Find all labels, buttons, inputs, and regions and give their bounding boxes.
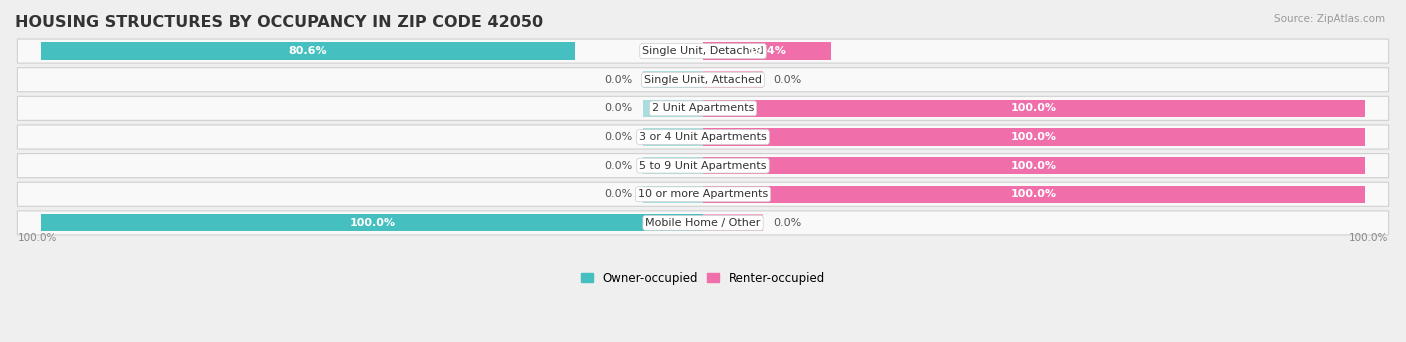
Legend: Owner-occupied, Renter-occupied: Owner-occupied, Renter-occupied: [576, 267, 830, 290]
Text: 100.0%: 100.0%: [1348, 233, 1388, 243]
Text: 100.0%: 100.0%: [1011, 103, 1057, 113]
Bar: [703, 186, 1365, 203]
Text: 2 Unit Apartments: 2 Unit Apartments: [652, 103, 754, 113]
FancyBboxPatch shape: [17, 182, 1389, 206]
FancyBboxPatch shape: [17, 39, 1389, 63]
Text: 100.0%: 100.0%: [1011, 161, 1057, 171]
Text: HOUSING STRUCTURES BY OCCUPANCY IN ZIP CODE 42050: HOUSING STRUCTURES BY OCCUPANCY IN ZIP C…: [15, 15, 543, 30]
Bar: [703, 214, 762, 232]
FancyBboxPatch shape: [17, 125, 1389, 149]
Text: 100.0%: 100.0%: [349, 218, 395, 228]
Text: 10 or more Apartments: 10 or more Apartments: [638, 189, 768, 199]
Bar: [41, 42, 575, 60]
Bar: [644, 71, 703, 88]
Text: 3 or 4 Unit Apartments: 3 or 4 Unit Apartments: [640, 132, 766, 142]
Bar: [703, 42, 831, 60]
Bar: [644, 100, 703, 117]
FancyBboxPatch shape: [17, 68, 1389, 92]
Text: 0.0%: 0.0%: [605, 75, 633, 85]
Text: 0.0%: 0.0%: [773, 75, 801, 85]
Text: 19.4%: 19.4%: [748, 46, 786, 56]
Text: 0.0%: 0.0%: [605, 132, 633, 142]
Text: 0.0%: 0.0%: [605, 189, 633, 199]
Text: 0.0%: 0.0%: [773, 218, 801, 228]
Bar: [644, 186, 703, 203]
Text: 100.0%: 100.0%: [1011, 132, 1057, 142]
Text: 0.0%: 0.0%: [605, 103, 633, 113]
FancyBboxPatch shape: [17, 154, 1389, 177]
Text: 100.0%: 100.0%: [18, 233, 58, 243]
Bar: [644, 128, 703, 146]
Text: Source: ZipAtlas.com: Source: ZipAtlas.com: [1274, 14, 1385, 24]
Text: Single Unit, Attached: Single Unit, Attached: [644, 75, 762, 85]
Bar: [644, 157, 703, 174]
Text: 100.0%: 100.0%: [1011, 189, 1057, 199]
Bar: [703, 100, 1365, 117]
Bar: [41, 214, 703, 232]
Text: Single Unit, Detached: Single Unit, Detached: [643, 46, 763, 56]
Bar: [703, 157, 1365, 174]
Bar: [703, 71, 762, 88]
FancyBboxPatch shape: [17, 96, 1389, 120]
Text: 5 to 9 Unit Apartments: 5 to 9 Unit Apartments: [640, 161, 766, 171]
FancyBboxPatch shape: [17, 211, 1389, 235]
Text: Mobile Home / Other: Mobile Home / Other: [645, 218, 761, 228]
Bar: [703, 128, 1365, 146]
Text: 80.6%: 80.6%: [288, 46, 328, 56]
Text: 0.0%: 0.0%: [605, 161, 633, 171]
